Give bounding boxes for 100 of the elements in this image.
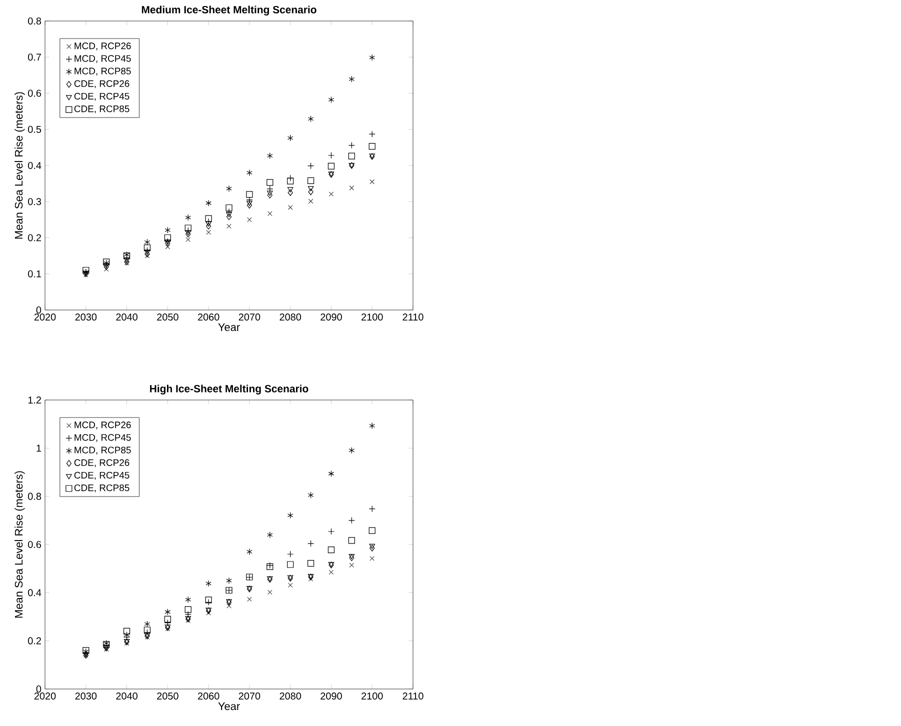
point [226,204,232,212]
legend-label: MCD, RCP26 [74,42,131,50]
point [308,492,314,498]
point [348,76,355,82]
chart-title: High Ice-Sheet Melting Scenario [150,384,308,394]
point [144,238,150,246]
point [185,214,192,221]
point [144,244,151,252]
y-tick-label: 0.8 [28,492,42,500]
legend-label: MCD, RCP45 [74,55,131,63]
point [246,169,252,176]
y-axis-title: Mean Sea Level Rise (meters) [14,471,25,618]
point [82,266,90,274]
point [287,178,294,184]
point [246,200,252,206]
x-tick-label: 2050 [157,692,178,700]
x-tick-label: 2040 [116,314,138,321]
point [144,626,151,634]
point [247,596,252,602]
point [226,212,232,218]
point [370,179,375,184]
point [328,546,335,554]
point [328,162,335,170]
y-axis-title: Mean Sea Level Rise (meters) [14,92,25,239]
x-tick-label: 2030 [75,314,97,321]
y-tick-label: 0.8 [28,17,42,25]
y-tick-label: 0.4 [28,589,42,596]
y-tick-label: 1.2 [28,396,41,404]
y-tick-label: 0 [36,306,42,314]
x-tick-label: 2050 [157,314,178,321]
x-tick-label: 2070 [238,314,260,321]
point [164,616,171,622]
point [246,548,252,556]
y-tick-label: 0.2 [28,234,41,242]
legend-label: CDE, RCP26 [74,80,130,88]
x-tick-label: 2110 [402,692,424,700]
y-tick-label: 0.5 [28,126,42,133]
legend-label: MCD, RCP85 [74,446,131,455]
point [247,217,252,222]
point [267,211,272,216]
point [164,234,171,242]
point [308,186,314,192]
point [308,188,314,196]
y-tick-label: 0.4 [28,162,42,170]
x-tick-label: 2060 [198,692,220,700]
point [267,590,272,595]
point [226,185,232,192]
point [164,608,171,616]
legend-label: CDE, RCP26 [74,459,130,468]
point [287,187,294,192]
point [266,190,273,196]
point [144,250,150,258]
point [288,204,293,210]
point [205,596,212,604]
point [328,96,334,104]
chart-title: Medium Ice-Sheet Melting Scenario [142,6,316,16]
x-tick-label: 2020 [34,314,56,321]
point [348,537,355,544]
point [186,237,191,242]
y-tick-label: 0 [36,685,42,693]
x-tick-label: 2090 [320,692,342,700]
point [144,250,150,255]
point [185,596,192,603]
point [349,554,354,562]
x-tick-label: 2080 [280,692,302,700]
y-tick-label: 0.6 [28,90,42,97]
point [184,224,192,232]
point [226,577,232,584]
y-tick-label: 0.7 [28,54,41,61]
x-tick-label: 2100 [362,314,383,321]
point [370,556,375,561]
point [308,198,314,204]
point [226,224,232,229]
point [206,610,211,616]
x-tick-label: 2040 [116,692,138,700]
point [328,470,334,477]
x-tick-label: 2100 [362,692,383,700]
point [206,230,211,235]
point [368,527,376,534]
x-tick-label: 2070 [238,692,260,700]
x-axis-title: Year [218,702,240,710]
point [124,258,130,263]
point [266,179,274,186]
point [206,580,212,587]
point [287,134,294,142]
point [226,603,232,608]
point [348,554,355,560]
point [287,561,294,568]
y-tick-label: 0.3 [28,198,42,206]
point [144,253,150,258]
point [369,422,376,430]
legend-label: MCD, RCP85 [74,68,131,76]
point [288,582,293,588]
point [206,221,212,227]
x-tick-label: 2110 [402,314,424,321]
point [308,116,314,122]
legend-label: CDE, RCP85 [74,105,130,114]
y-tick-label: 0.6 [28,540,42,548]
x-tick-label: 2060 [198,314,220,321]
point [328,192,334,196]
